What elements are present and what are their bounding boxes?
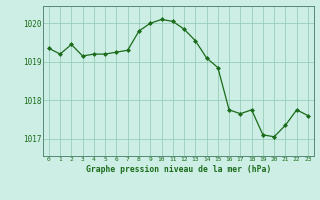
- X-axis label: Graphe pression niveau de la mer (hPa): Graphe pression niveau de la mer (hPa): [86, 165, 271, 174]
